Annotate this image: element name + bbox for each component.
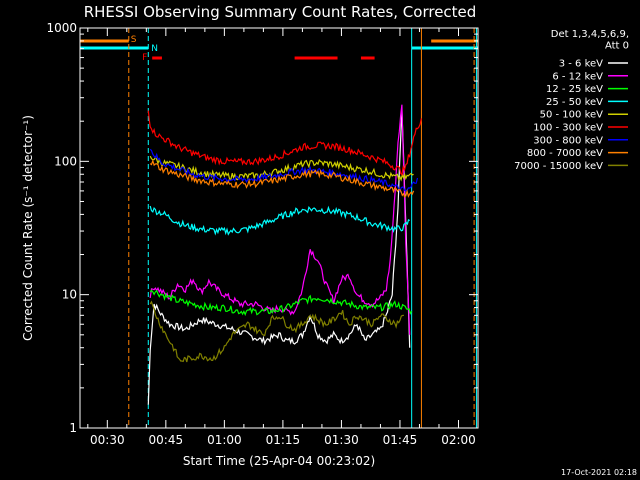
- series-line-800-7000-kev: [149, 158, 415, 198]
- legend-label-300-800-kev: 300 - 800 keV: [533, 135, 603, 146]
- series-line-6-12-kev: [149, 104, 411, 335]
- x-axis: 00:30 00:45 01:00 01:15 01:30 01:45 02:00: [87, 28, 479, 447]
- series-line-25-50-kev: [149, 205, 410, 236]
- series-group: [147, 104, 422, 405]
- plot-frame: [79, 27, 479, 429]
- y-axis-label: Corrected Count Rate (s⁻¹ detector⁻¹): [21, 115, 35, 341]
- series-line-7000-15000-kev: [149, 300, 404, 363]
- series-line-50-100-kev: [149, 155, 414, 182]
- y-tick-label: 1000: [46, 21, 77, 35]
- x-tick-label: 01:15: [266, 433, 301, 447]
- x-tick-label: 01:30: [324, 433, 359, 447]
- observing-flags: S NF: [80, 35, 478, 63]
- legend-label-3-6-kev: 3 - 6 keV: [559, 59, 603, 70]
- x-tick-label: 01:00: [207, 433, 242, 447]
- y-axis: 1 10 100 1000: [46, 21, 478, 435]
- legend-label-7000-15000-kev: 7000 - 15000 keV: [514, 161, 603, 172]
- x-axis-label: Start Time (25-Apr-04 00:23:02): [183, 454, 375, 468]
- legend-label-50-100-kev: 50 - 100 keV: [540, 110, 604, 121]
- series-line-100-300-kev: [147, 110, 422, 176]
- x-tick-label: 02:00: [441, 433, 476, 447]
- x-tick-label: 01:45: [383, 433, 418, 447]
- legend-label-25-50-kev: 25 - 50 keV: [546, 97, 603, 108]
- timestamp: 17-Oct-2021 02:18: [561, 468, 637, 477]
- legend-header-line: Det 1,3,4,5,6,9,: [551, 29, 629, 40]
- legend-label-6-12-kev: 6 - 12 keV: [552, 71, 603, 82]
- x-tick-label: 00:45: [149, 433, 184, 447]
- chart-title: RHESSI Observing Summary Count Rates, Co…: [84, 3, 477, 21]
- night-flag-label: N: [151, 44, 158, 54]
- series-line-3-6-kev: [147, 110, 411, 405]
- mode-change-lines: [128, 28, 477, 428]
- x-tick-label: 00:30: [90, 433, 125, 447]
- legend-header-line: Att 0: [605, 41, 629, 52]
- saa-flag-label: S: [131, 35, 137, 45]
- flare-flag-label: F: [142, 53, 147, 63]
- y-tick-label: 1: [69, 421, 77, 435]
- legend-label-100-300-kev: 100 - 300 keV: [533, 123, 603, 134]
- legend-label-800-7000-kev: 800 - 7000 keV: [527, 148, 603, 159]
- series-line-12-25-kev: [149, 289, 413, 317]
- y-tick-label: 100: [54, 154, 77, 168]
- y-tick-label: 10: [62, 288, 77, 302]
- legend-label-12-25-kev: 12 - 25 keV: [546, 84, 603, 95]
